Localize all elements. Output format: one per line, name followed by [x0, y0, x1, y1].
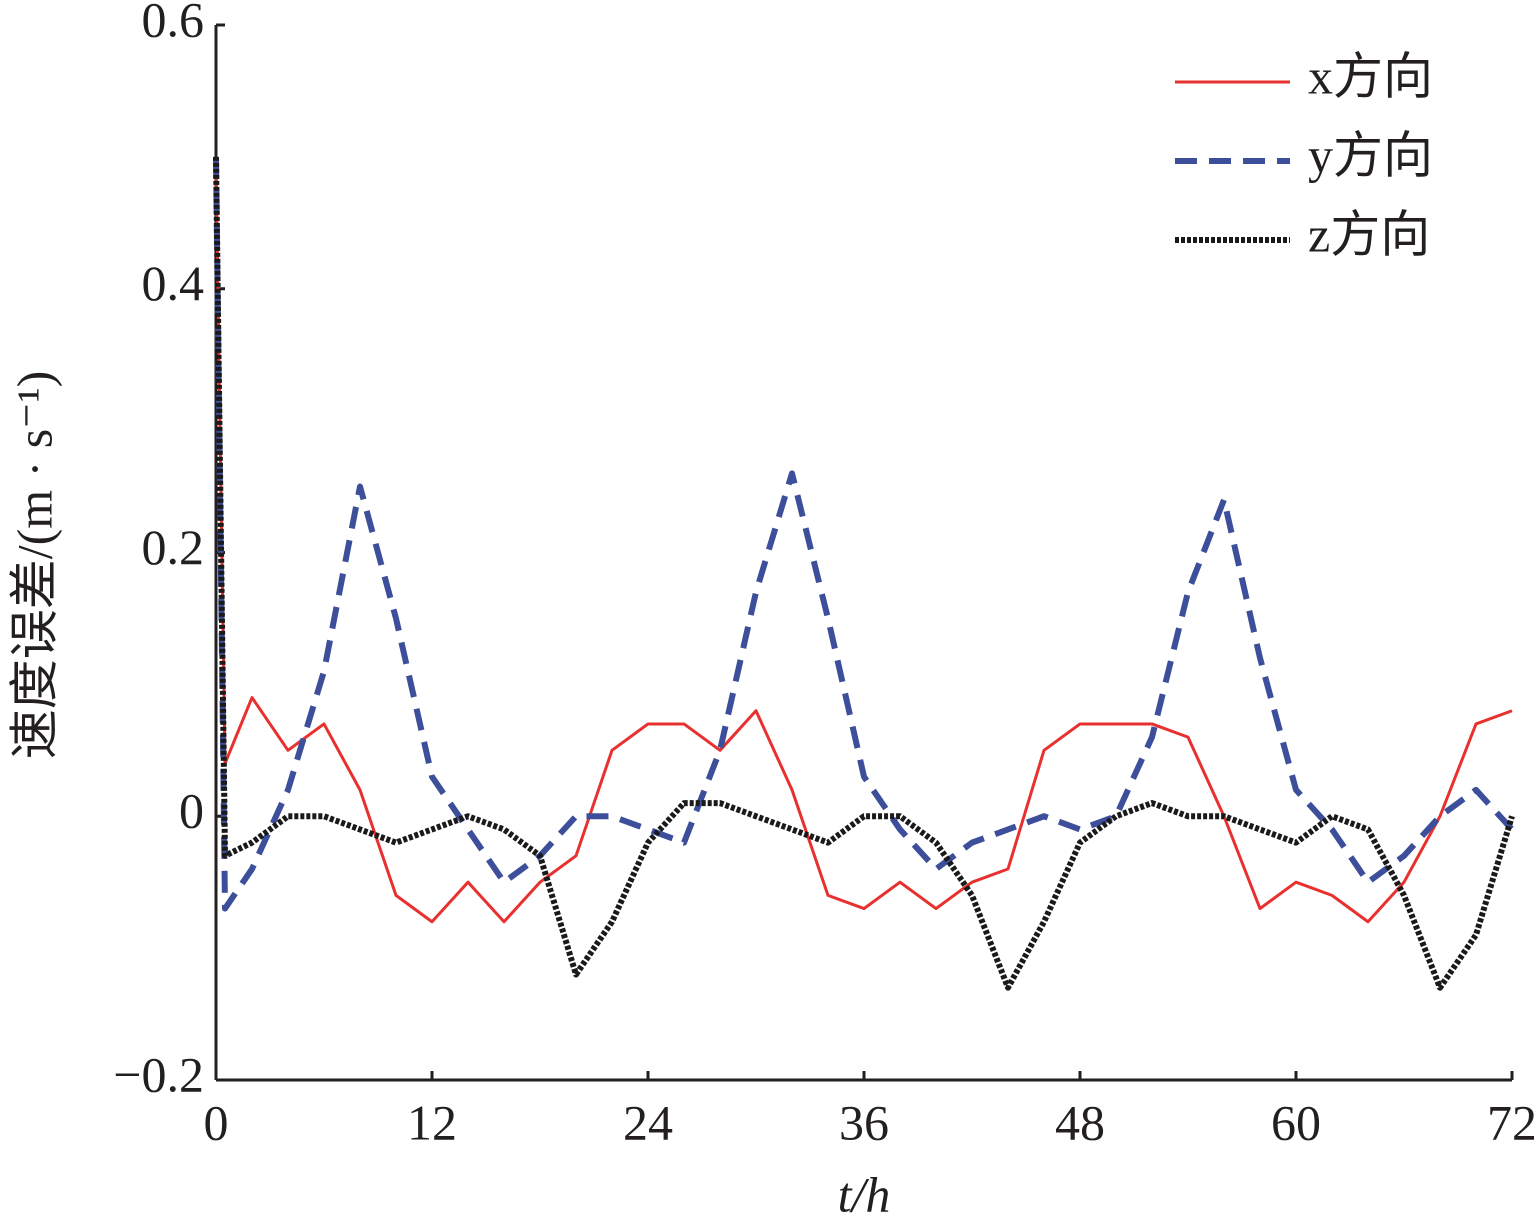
- data-line: [213, 156, 1515, 912]
- x-axis-label: t/h: [838, 1166, 891, 1222]
- y-axis-label: 速度误差/(m · s⁻¹): [6, 371, 62, 760]
- x-tick-label: 48: [1055, 1094, 1105, 1150]
- legend-label: z方向: [1308, 206, 1430, 262]
- y-tick-label: 0.6: [142, 0, 205, 47]
- data-line: [213, 156, 1515, 991]
- x-tick-label: 24: [623, 1094, 673, 1150]
- y-tick-label: −0.2: [113, 1046, 204, 1102]
- y-tick-label: 0.4: [142, 255, 205, 311]
- y-tick-label: 0: [179, 783, 204, 839]
- y-tick-label: 0.2: [142, 519, 205, 575]
- data-line: [214, 156, 1513, 924]
- legend-label: y方向: [1308, 127, 1433, 183]
- x-tick-label: 12: [407, 1094, 457, 1150]
- x-tick-label: 72: [1487, 1094, 1534, 1150]
- x-tick-label: 60: [1271, 1094, 1321, 1150]
- legend-label: x方向: [1308, 48, 1433, 104]
- x-tick-label: 0: [204, 1094, 229, 1150]
- x-tick-label: 36: [839, 1094, 889, 1150]
